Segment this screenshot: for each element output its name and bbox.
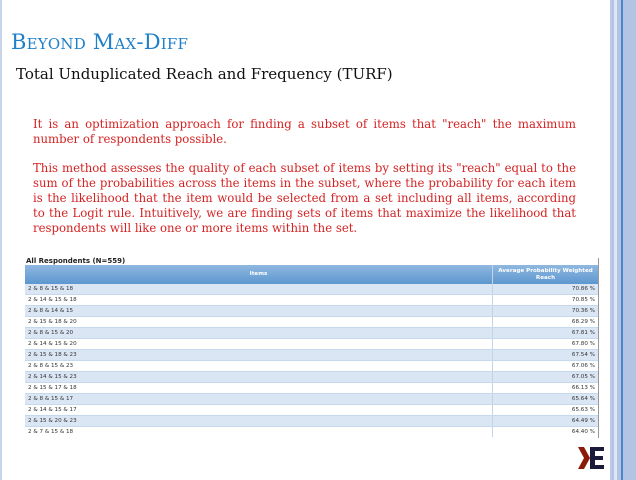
paragraph-definition: It is an optimization approach for findi… [33, 117, 576, 146]
header-reach[interactable]: Average Probability Weighted Reach [498, 267, 593, 281]
table-row: 2 & 8 & 15 & 23 67.06 % [25, 361, 598, 372]
turf-table: Items Average Probability Weighted Reach… [25, 265, 598, 437]
cell-reach: 67.06 % [571, 363, 595, 369]
cell-reach: 70.85 % [571, 297, 595, 303]
cell-items: 2 & 15 & 18 & 20 [25, 317, 493, 327]
table-row: 2 & 8 & 15 & 18 70.86 % [25, 284, 598, 295]
cell-reach: 68.29 % [571, 319, 595, 325]
table-row: 2 & 7 & 15 & 18 64.40 % [25, 427, 598, 437]
table-row: 2 & 15 & 18 & 20 68.29 % [25, 317, 598, 328]
table-body: 2 & 8 & 15 & 18 70.86 % 2 & 14 & 15 & 18 70… [25, 284, 598, 437]
cell-reach: 65.63 % [571, 407, 595, 413]
paragraph-method: This method assesses the quality of each… [33, 161, 576, 235]
cell-items: 2 & 15 & 20 & 23 [25, 416, 493, 426]
cell-reach: 70.86 % [571, 286, 595, 292]
cell-reach: 64.40 % [571, 429, 595, 435]
cell-items: 2 & 8 & 15 & 20 [25, 328, 493, 338]
table-row: 2 & 14 & 15 & 17 65.63 % [25, 405, 598, 416]
cell-items: 2 & 14 & 15 & 20 [25, 339, 493, 349]
slide-subtitle: Total Unduplicated Reach and Frequency (… [16, 65, 393, 83]
table-header: Items Average Probability Weighted Reach [25, 265, 598, 284]
cell-reach: 67.54 % [571, 352, 595, 358]
table-row: 2 & 15 & 20 & 23 64.49 % [25, 416, 598, 427]
cell-reach: 64.49 % [571, 418, 595, 424]
table-row: 2 & 14 & 15 & 20 67.80 % [25, 339, 598, 350]
table-row: 2 & 15 & 18 & 23 67.54 % [25, 350, 598, 361]
cell-items: 2 & 15 & 18 & 23 [25, 350, 493, 360]
table-caption: All Respondents (N=559) [26, 257, 126, 265]
cell-items: 2 & 8 & 15 & 23 [25, 361, 493, 371]
table-row: 2 & 14 & 15 & 23 67.05 % [25, 372, 598, 383]
divider [598, 258, 599, 438]
cell-items: 2 & 14 & 15 & 17 [25, 405, 493, 415]
table-row: 2 & 15 & 17 & 18 66.13 % [25, 383, 598, 394]
cell-items: 2 & 14 & 15 & 18 [25, 295, 493, 305]
cell-items: 2 & 15 & 17 & 18 [25, 383, 493, 393]
header-items[interactable]: Items [25, 265, 493, 284]
cell-reach: 66.13 % [571, 385, 595, 391]
cell-reach: 67.81 % [571, 330, 595, 336]
table-row: 2 & 8 & 14 & 15 70.36 % [25, 306, 598, 317]
window-edge [612, 0, 636, 480]
table-row: 2 & 14 & 15 & 18 70.85 % [25, 295, 598, 306]
slide: Beyond Max-Diff Total Unduplicated Reach… [0, 0, 612, 480]
cell-reach: 67.80 % [571, 341, 595, 347]
cell-items: 2 & 7 & 15 & 18 [25, 427, 493, 437]
slide-title: Beyond Max-Diff [11, 30, 189, 54]
cell-reach: 67.05 % [571, 374, 595, 380]
table-row: 2 & 8 & 15 & 20 67.81 % [25, 328, 598, 339]
cell-reach: 65.64 % [571, 396, 595, 402]
cell-items: 2 & 14 & 15 & 23 [25, 372, 493, 382]
company-logo [578, 447, 604, 469]
cell-items: 2 & 8 & 15 & 17 [25, 394, 493, 404]
cell-items: 2 & 8 & 15 & 18 [25, 284, 493, 294]
cell-items: 2 & 8 & 14 & 15 [25, 306, 493, 316]
table-row: 2 & 8 & 15 & 17 65.64 % [25, 394, 598, 405]
cell-reach: 70.36 % [571, 308, 595, 314]
